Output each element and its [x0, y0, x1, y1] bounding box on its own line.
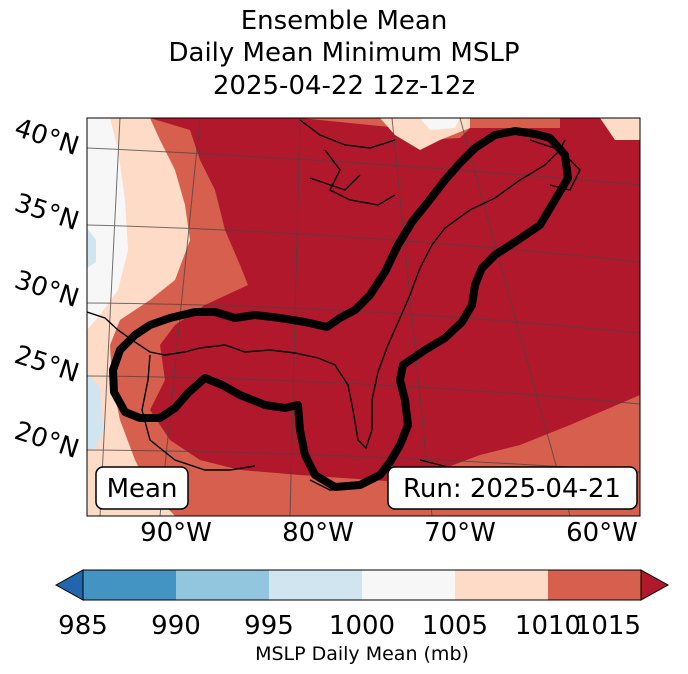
run-label: Run: 2025-04-21 — [403, 474, 621, 504]
lat-label-35: 35°N — [11, 188, 83, 237]
lat-label-30: 30°N — [11, 265, 83, 314]
lat-label-25: 25°N — [11, 340, 83, 389]
colorbar-frame — [82, 569, 642, 601]
lat-label-20: 20°N — [11, 416, 83, 465]
colorbar-segment-990-995 — [176, 570, 269, 600]
colorbar-tick-1015: 1015 — [575, 611, 641, 641]
colorbar-tick-990: 990 — [151, 611, 201, 641]
mean-label-box — [95, 466, 189, 510]
colorbar-segment-1010-1015 — [548, 570, 641, 600]
colorbar-label: MSLP Daily Mean (mb) — [255, 643, 469, 665]
colorbar-tick-1000: 1000 — [329, 611, 395, 641]
lon-label-90w: 90°W — [140, 518, 212, 548]
lon-label-80w: 80°W — [282, 518, 354, 548]
map-title-line2: Daily Mean Minimum MSLP — [168, 38, 520, 68]
colorbar-tick-1005: 1005 — [422, 611, 488, 641]
lon-label-70w: 70°W — [424, 518, 496, 548]
colorbar-tick-995: 995 — [244, 611, 294, 641]
colorbar-extend-low — [54, 569, 84, 601]
mean-label: Mean — [107, 474, 178, 504]
map-frame — [86, 117, 641, 517]
colorbar-segment-1005-1010 — [455, 570, 548, 600]
thick-contour-outline — [109, 127, 572, 491]
map-title-line1: Ensemble Mean — [240, 6, 448, 36]
map-title-line3: 2025-04-22 12z-12z — [212, 71, 476, 101]
colorbar: 985 990 995 1000 1005 1010 1015 MSLP Dai… — [54, 569, 670, 665]
run-label-box — [387, 466, 638, 510]
lon-label-60w: 60°W — [566, 518, 638, 548]
colorbar-segment-985-990 — [83, 570, 176, 600]
colorbar-segment-1000-1005 — [362, 570, 455, 600]
colorbar-segment-995-1000 — [269, 570, 362, 600]
colorbar-extend-high — [640, 569, 670, 601]
colorbar-tick-985: 985 — [58, 611, 108, 641]
field-995-1000 — [87, 228, 103, 450]
lat-label-40: 40°N — [11, 113, 83, 162]
colorbar-tick-1010: 1010 — [515, 611, 581, 641]
map-panel — [87, 118, 640, 516]
